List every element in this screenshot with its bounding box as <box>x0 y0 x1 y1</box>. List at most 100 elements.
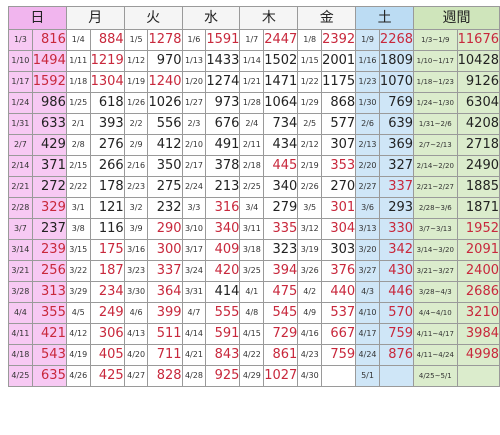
week-range-cell: 4/4~4/10 <box>413 302 458 324</box>
date-cell: 1/24 <box>8 92 33 114</box>
date-cell: 2/11 <box>239 134 265 156</box>
count-cell: 555 <box>205 302 241 324</box>
count-cell: 340 <box>205 218 241 240</box>
date-cell: 4/17 <box>355 323 380 345</box>
week-total-cell: 4208 <box>456 113 500 135</box>
count-cell: 275 <box>147 176 183 198</box>
count-cell: 405 <box>89 344 125 366</box>
date-cell: 4/8 <box>239 302 265 324</box>
count-cell: 1274 <box>205 71 241 93</box>
date-cell: 3/11 <box>239 218 265 240</box>
date-cell: 1/27 <box>181 92 207 114</box>
count-cell: 430 <box>378 260 415 282</box>
count-cell: 276 <box>89 134 125 156</box>
table-row: 1/17 1592 1/18 1304 1/19 1240 1/20 1274 1/21 1471… <box>8 71 500 93</box>
date-cell: 2/8 <box>65 134 91 156</box>
count-cell: 337 <box>147 260 183 282</box>
count-cell: 364 <box>147 281 183 303</box>
count-cell: 543 <box>31 344 67 366</box>
date-cell: 1/18 <box>65 71 91 93</box>
table-row: 4/25 635 4/26 425 4/27 828 4/28 925 4/29 1027 4/30… <box>8 365 500 387</box>
date-cell: 4/1 <box>239 281 265 303</box>
date-cell: 4/22 <box>239 344 265 366</box>
table-row: 3/7 237 3/8 116 3/9 290 3/10 340 3/11 335 3/12 304 3… <box>8 218 500 240</box>
date-cell: 3/23 <box>123 260 149 282</box>
date-cell: 4/2 <box>297 281 323 303</box>
count-cell: 342 <box>378 239 415 261</box>
week-range-cell: 1/18~1/23 <box>413 71 458 93</box>
date-cell: 4/27 <box>123 365 149 387</box>
week-range-cell: 4/11~4/17 <box>413 323 458 345</box>
date-cell: 2/23 <box>123 176 149 198</box>
table-row: 3/14 239 3/15 175 3/16 300 3/17 409 3/18 323 3/19 3… <box>8 239 500 261</box>
count-cell: 301 <box>321 197 357 219</box>
count-cell: 414 <box>205 281 241 303</box>
count-cell: 306 <box>89 323 125 345</box>
count-cell: 337 <box>378 176 415 198</box>
week-range-cell: 1/3~1/9 <box>413 29 458 51</box>
date-cell: 1/25 <box>65 92 91 114</box>
date-cell: 3/21 <box>8 260 33 282</box>
date-cell: 1/19 <box>123 71 149 93</box>
count-cell: 175 <box>89 239 125 261</box>
week-total-cell: 1885 <box>456 176 500 198</box>
date-cell: 2/22 <box>65 176 91 198</box>
week-total-cell: 3210 <box>456 302 500 324</box>
column-header-monday: 月 <box>65 6 125 30</box>
table-row: 4/18 543 4/19 405 4/20 711 4/21 843 4/22 861 4/23 7… <box>8 344 500 366</box>
count-cell: 313 <box>31 281 67 303</box>
week-range-cell: 2/28~3/6 <box>413 197 458 219</box>
column-header-friday: 金 <box>297 6 357 30</box>
count-cell: 1219 <box>89 50 125 72</box>
date-cell: 1/13 <box>181 50 207 72</box>
count-cell: 639 <box>378 113 415 135</box>
date-cell: 4/7 <box>181 302 207 324</box>
count-cell: 293 <box>378 197 415 219</box>
count-cell: 409 <box>205 239 241 261</box>
count-cell: 1240 <box>147 71 183 93</box>
column-header-thursday: 木 <box>239 6 299 30</box>
date-cell: 1/29 <box>297 92 323 114</box>
count-cell: 734 <box>263 113 299 135</box>
header-row: 日月火水木金土週間 <box>8 6 500 30</box>
date-cell: 1/7 <box>239 29 265 51</box>
date-cell: 2/14 <box>8 155 33 177</box>
date-cell: 2/15 <box>65 155 91 177</box>
date-cell: 1/12 <box>123 50 149 72</box>
date-cell: 1/30 <box>355 92 380 114</box>
count-cell: 266 <box>89 155 125 177</box>
date-cell: 2/4 <box>239 113 265 135</box>
table-row: 1/10 1494 1/11 1219 1/12 970 1/13 1433 1/14 1502 1… <box>8 50 500 72</box>
table-row: 3/28 313 3/29 234 3/30 364 3/31 414 4/1 475 4/2 440… <box>8 281 500 303</box>
table-row: 2/28 329 3/1 121 3/2 232 3/3 316 3/4 279 3/5 301 3/6… <box>8 197 500 219</box>
date-cell: 3/3 <box>181 197 207 219</box>
date-cell: 1/5 <box>123 29 149 51</box>
date-cell: 4/28 <box>181 365 207 387</box>
count-cell: 1026 <box>147 92 183 114</box>
date-cell: 2/9 <box>123 134 149 156</box>
count-cell: 335 <box>263 218 299 240</box>
week-range-cell: 2/21~2/27 <box>413 176 458 198</box>
date-cell: 4/9 <box>297 302 323 324</box>
date-cell: 1/6 <box>181 29 207 51</box>
count-cell <box>321 365 357 387</box>
count-cell: 440 <box>321 281 357 303</box>
count-cell: 256 <box>31 260 67 282</box>
count-cell: 633 <box>31 113 67 135</box>
count-cell: 1502 <box>263 50 299 72</box>
week-range-cell: 4/25~5/1 <box>413 365 458 387</box>
date-cell: 5/1 <box>355 365 380 387</box>
date-cell: 3/4 <box>239 197 265 219</box>
count-cell: 1175 <box>321 71 357 93</box>
date-cell: 3/29 <box>65 281 91 303</box>
date-cell: 1/31 <box>8 113 33 135</box>
table-row: 2/21 272 2/22 178 2/23 275 2/24 213 2/25 340 2/26 2… <box>8 176 500 198</box>
count-cell: 369 <box>378 134 415 156</box>
count-cell: 340 <box>263 176 299 198</box>
count-cell <box>378 365 415 387</box>
case-count-table: 日月火水木金土週間 1/3 816 1/4 884 1/5 1278 1/6 1591 1/7 2… <box>8 6 500 387</box>
count-cell: 861 <box>263 344 299 366</box>
count-cell: 304 <box>321 218 357 240</box>
count-cell: 2001 <box>321 50 357 72</box>
table-row: 3/21 256 3/22 187 3/23 337 3/24 420 3/25 394 3/26 3… <box>8 260 500 282</box>
